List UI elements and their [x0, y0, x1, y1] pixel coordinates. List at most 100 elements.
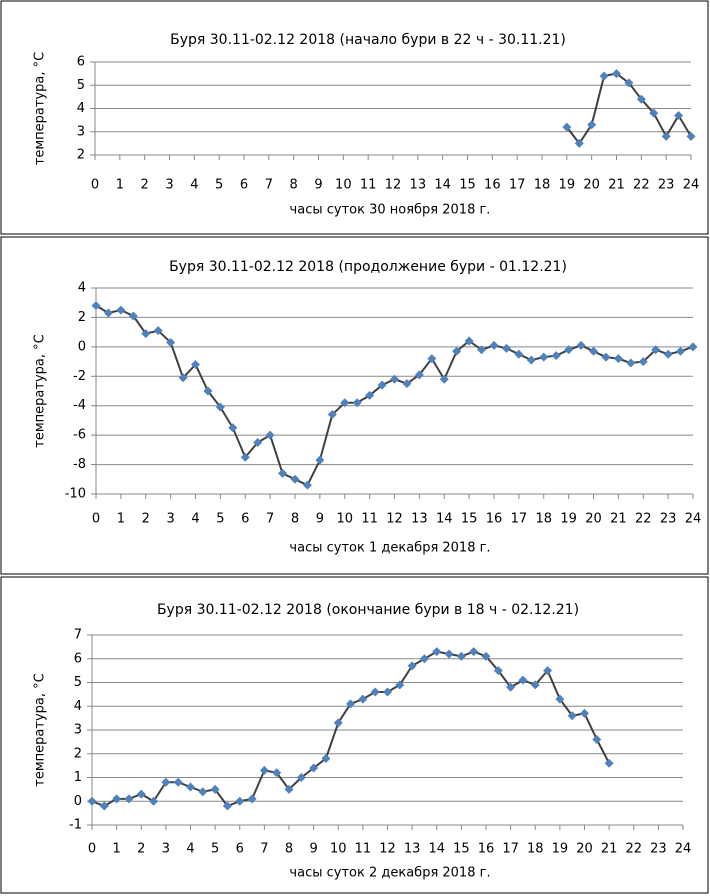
data-point — [149, 796, 159, 806]
x-tick-label: 1 — [116, 178, 124, 193]
x-tick-label: 20 — [585, 512, 602, 527]
data-point — [439, 374, 449, 384]
x-tick-label: 21 — [608, 178, 625, 193]
data-point — [321, 754, 331, 763]
data-point — [469, 647, 479, 657]
data-point — [564, 345, 574, 355]
data-point — [587, 120, 597, 130]
data-point — [407, 661, 417, 671]
data-point — [452, 346, 462, 356]
y-tick-label: 6 — [77, 55, 85, 70]
data-point — [456, 651, 466, 661]
data-point — [481, 651, 491, 661]
x-tick-label: 17 — [511, 512, 528, 527]
x-tick-label: 6 — [236, 842, 244, 857]
x-tick-label: 0 — [91, 178, 99, 193]
data-point — [259, 765, 269, 775]
y-tick-label: -4 — [73, 398, 86, 413]
data-point — [414, 370, 424, 380]
data-point — [215, 402, 225, 412]
x-tick-label: 2 — [137, 842, 145, 857]
chart-title: Буря 30.11-02.12 2018 (окончание бури в … — [157, 602, 579, 618]
x-tick-label: 12 — [385, 178, 402, 193]
data-point — [402, 379, 412, 389]
data-point — [228, 423, 238, 433]
y-axis-label: температура, °С — [33, 52, 48, 165]
data-point — [688, 342, 698, 352]
data-point — [166, 337, 176, 347]
x-tick-label: 3 — [166, 512, 174, 527]
data-point — [427, 354, 437, 364]
x-tick-label: 12 — [379, 842, 396, 857]
data-point — [315, 455, 325, 465]
data-point — [613, 354, 623, 364]
data-point — [235, 796, 245, 806]
data-point — [173, 777, 183, 787]
panel-border — [0, 576, 709, 894]
x-axis-label: часы суток 2 декабря 2018 г. — [289, 866, 490, 881]
y-tick-label: 4 — [78, 281, 86, 296]
x-tick-label: 10 — [335, 178, 352, 193]
data-point — [365, 390, 375, 400]
data-point — [296, 773, 306, 782]
data-point — [555, 694, 565, 704]
y-tick-label: -2 — [73, 369, 86, 384]
data-point — [501, 343, 511, 353]
y-tick-label: 4 — [74, 699, 82, 714]
data-point — [290, 474, 300, 484]
data-point — [518, 675, 528, 685]
x-tick-label: 21 — [610, 512, 627, 527]
data-point — [278, 468, 288, 478]
data-point — [198, 787, 208, 797]
data-point — [661, 131, 671, 141]
x-tick-label: 7 — [260, 842, 268, 857]
y-tick-label: -6 — [73, 428, 86, 443]
x-tick-label: 16 — [484, 178, 501, 193]
x-tick-label: 24 — [683, 178, 700, 193]
x-tick-label: 0 — [88, 842, 96, 857]
data-point — [674, 110, 684, 120]
data-point — [377, 380, 387, 390]
data-point — [340, 398, 350, 408]
data-point — [624, 78, 634, 88]
data-point — [432, 647, 442, 657]
x-tick-label: 19 — [560, 512, 577, 527]
x-tick-label: 7 — [265, 178, 273, 193]
data-point — [601, 352, 611, 362]
x-tick-label: 11 — [360, 178, 377, 193]
x-tick-label: 4 — [186, 842, 194, 857]
data-point — [352, 398, 362, 408]
x-tick-label: 14 — [428, 842, 445, 857]
x-tick-label: 24 — [675, 842, 692, 857]
data-point — [247, 794, 257, 804]
data-point — [203, 386, 213, 396]
x-tick-label: 1 — [112, 842, 120, 857]
data-point — [91, 301, 101, 311]
data-point — [419, 654, 429, 664]
data-point — [444, 649, 454, 659]
x-tick-label: 22 — [625, 842, 642, 857]
data-point — [638, 357, 648, 367]
data-point — [567, 711, 577, 721]
y-axis-label: температура, °С — [33, 334, 48, 447]
data-point — [327, 410, 337, 420]
data-point — [124, 794, 134, 804]
data-line — [95, 304, 694, 487]
data-point — [253, 438, 263, 447]
x-tick-label: 6 — [240, 178, 248, 193]
x-tick-label: 13 — [411, 512, 428, 527]
x-tick-label: 12 — [386, 512, 403, 527]
panel-border — [0, 236, 709, 575]
x-tick-label: 22 — [635, 512, 652, 527]
x-tick-label: 1 — [117, 512, 125, 527]
x-tick-label: 19 — [552, 842, 569, 857]
x-tick-label: 8 — [291, 512, 299, 527]
data-point — [514, 349, 524, 359]
y-tick-label: 2 — [74, 746, 82, 761]
x-tick-label: 23 — [658, 178, 675, 193]
data-point — [562, 122, 572, 132]
data-point — [651, 345, 661, 355]
data-point — [103, 308, 113, 318]
x-tick-label: 16 — [478, 842, 495, 857]
